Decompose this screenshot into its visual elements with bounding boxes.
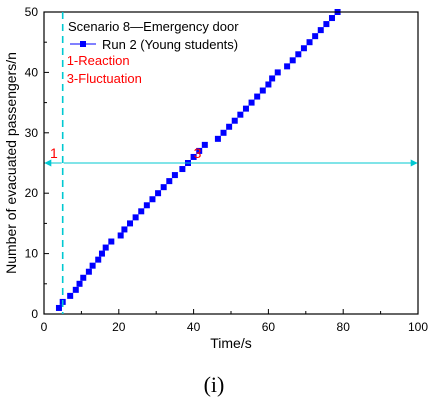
data-point: [237, 111, 244, 118]
data-point: [242, 105, 249, 112]
data-point: [67, 292, 74, 299]
data-point: [274, 69, 281, 76]
data-point: [259, 87, 266, 94]
figure-caption: (i): [203, 372, 225, 397]
data-point: [265, 81, 272, 88]
axis-ticks: 0 20 40 60 80 100 0 10 20 30 40 50: [25, 5, 428, 334]
data-point: [231, 117, 238, 124]
data-point: [171, 172, 178, 179]
data-point: [143, 202, 150, 209]
data-point: [201, 141, 208, 148]
phase-label-fluctuation: 3-Fluctuation: [67, 71, 142, 86]
phase-annotations: [44, 12, 418, 314]
data-point: [166, 178, 173, 185]
data-point: [248, 99, 255, 106]
data-point: [127, 220, 134, 227]
data-point: [55, 304, 62, 311]
legend-series-label: Run 2 (Young students): [102, 37, 238, 52]
data-point: [138, 208, 145, 215]
x-tick-label: 100: [408, 320, 428, 334]
x-tick-label: 20: [112, 320, 126, 334]
legend-series-marker: [80, 41, 86, 47]
data-point: [85, 268, 92, 275]
data-point: [214, 135, 221, 142]
data-point: [80, 274, 87, 281]
x-tick-label: 60: [262, 320, 276, 334]
scatter-chart: 0 20 40 60 80 100 0 10 20 30 40 50 Time/s Number of…: [3, 5, 428, 351]
data-point: [196, 147, 203, 154]
data-point: [149, 196, 156, 203]
data-point: [108, 238, 115, 245]
data-point: [89, 262, 96, 269]
data-point: [312, 33, 319, 40]
y-axis-title: Number of evacuated passengers/n: [3, 52, 19, 274]
data-point: [220, 129, 227, 136]
y-tick-label: 40: [25, 65, 39, 79]
data-point: [72, 286, 79, 293]
data-point: [190, 153, 197, 160]
data-point: [284, 63, 291, 70]
x-tick-label: 0: [41, 320, 48, 334]
data-point: [317, 27, 324, 34]
y-tick-label: 0: [31, 307, 38, 321]
x-tick-label: 40: [187, 320, 201, 334]
data-point: [295, 51, 302, 58]
data-point: [117, 232, 124, 239]
data-point: [226, 123, 233, 130]
data-point: [95, 256, 102, 263]
data-point: [155, 190, 162, 197]
data-point: [160, 184, 167, 191]
data-point: [98, 250, 105, 257]
data-point: [328, 15, 335, 22]
legend-title: Scenario 8—Emergency door: [68, 19, 239, 34]
data-point: [254, 93, 261, 100]
x-tick-label: 80: [337, 320, 351, 334]
data-point: [121, 226, 128, 233]
legend: Scenario 8—Emergency door Run 2 (Young s…: [68, 19, 239, 52]
y-tick-label: 30: [25, 126, 39, 140]
y-tick-label: 20: [25, 186, 39, 200]
phase-marker-1: 1: [50, 145, 58, 161]
x-axis-title: Time/s: [210, 335, 251, 351]
phase-marker-3: 3: [194, 145, 202, 161]
y-tick-label: 50: [25, 5, 39, 19]
data-point: [306, 39, 313, 46]
data-point: [179, 166, 186, 173]
data-point: [323, 21, 330, 28]
y-tick-label: 10: [25, 247, 39, 261]
phase-label-reaction: 1-Reaction: [67, 53, 130, 68]
data-point: [102, 244, 109, 251]
data-point: [300, 45, 307, 52]
data-point: [269, 75, 276, 82]
data-point: [289, 57, 296, 64]
data-point: [132, 214, 139, 221]
data-point: [76, 280, 83, 287]
